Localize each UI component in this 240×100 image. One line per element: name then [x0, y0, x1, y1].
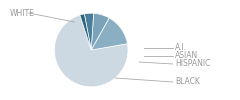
Wedge shape — [84, 13, 94, 50]
Text: BLACK: BLACK — [175, 78, 200, 86]
Wedge shape — [54, 15, 128, 87]
Wedge shape — [80, 14, 91, 50]
Text: WHITE: WHITE — [10, 8, 35, 18]
Wedge shape — [91, 13, 109, 50]
Text: A.I.: A.I. — [175, 44, 187, 52]
Text: ASIAN: ASIAN — [175, 52, 198, 60]
Wedge shape — [91, 18, 127, 50]
Text: HISPANIC: HISPANIC — [175, 60, 210, 68]
